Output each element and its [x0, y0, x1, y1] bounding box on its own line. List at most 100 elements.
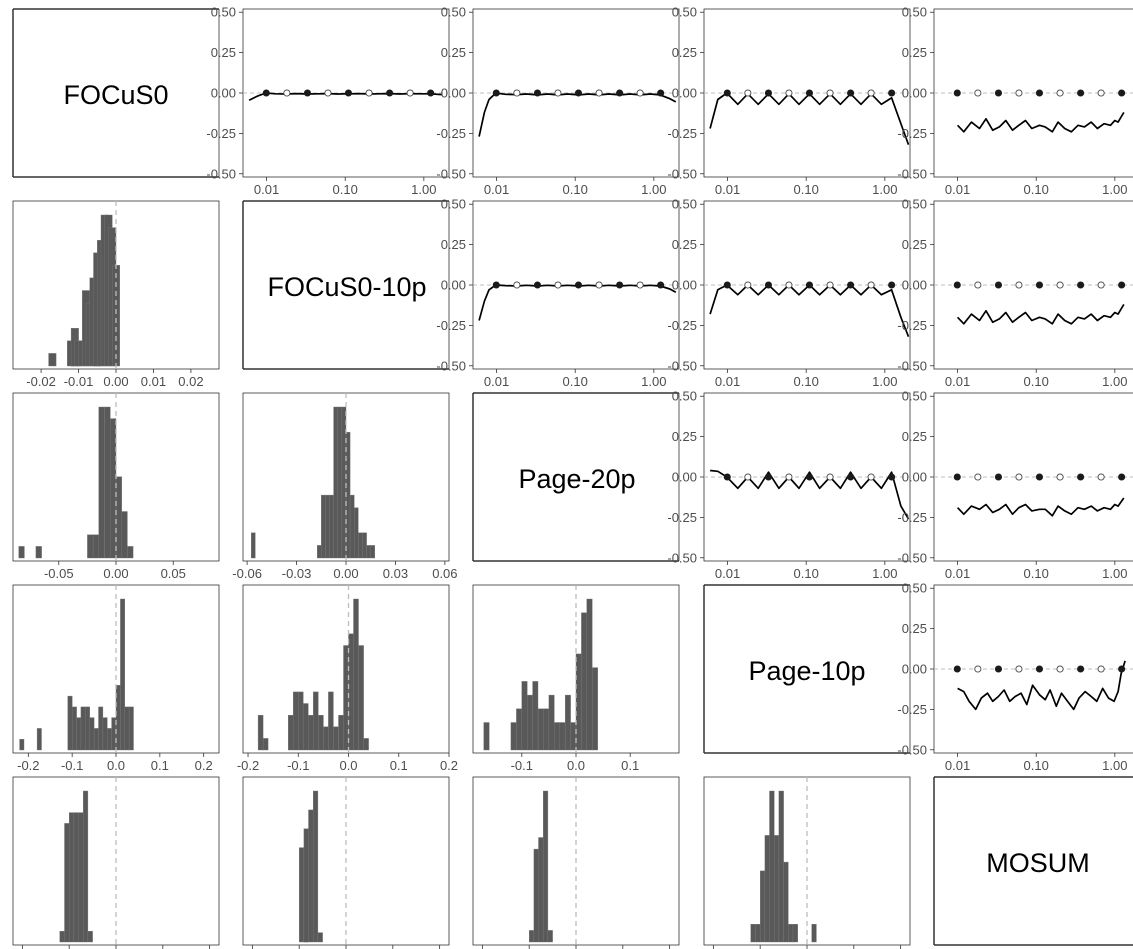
y-tick-label: -0.50: [897, 358, 927, 373]
histogram-bar: [71, 706, 77, 751]
filled-marker: [574, 281, 583, 289]
filled-marker: [492, 281, 500, 289]
y-tick-label: 0.25: [211, 45, 236, 60]
open-marker: [867, 473, 875, 481]
open-marker: [974, 665, 982, 673]
histogram-bar: [521, 681, 528, 751]
open-marker: [365, 89, 373, 97]
histogram-panel-r3c2: -0.06 -0.03 0.00 0.03 0.06: [232, 392, 458, 581]
histogram-bar: [112, 265, 121, 367]
series-line: [956, 303, 1125, 325]
y-tick-label: 0.50: [211, 5, 236, 20]
scatter-panel-r1c2: 0.50 0.25 0.00 -0.25 -0.50 0.01 0.10 1.00: [206, 5, 450, 197]
histogram-bar: [565, 694, 571, 751]
histogram-bar: [98, 406, 105, 559]
y-tick-label: 0.25: [902, 429, 927, 444]
x-tick-label: -0.1: [61, 758, 83, 773]
histogram-bar: [102, 717, 108, 751]
filled-marker: [723, 473, 731, 481]
filled-marker: [723, 281, 731, 289]
x-tick-label: 0.01: [254, 182, 279, 197]
open-marker: [744, 89, 752, 97]
filled-marker: [616, 281, 624, 289]
y-tick-label: 0.00: [902, 278, 927, 293]
histogram-bar: [343, 645, 349, 751]
filled-marker: [805, 89, 814, 97]
x-tick-label: 0.10: [794, 182, 819, 197]
x-tick-label: 1.00: [872, 374, 897, 389]
x-tick-label: -0.2: [237, 758, 259, 773]
y-tick-label: 0.25: [441, 237, 466, 252]
filled-marker: [303, 89, 312, 97]
histogram-bar: [532, 681, 539, 751]
histogram-bar: [82, 790, 89, 943]
histogram-bar: [321, 494, 326, 559]
histogram-bar: [792, 924, 798, 943]
open-marker: [595, 281, 603, 289]
histogram-bar: [317, 545, 322, 559]
histogram-bar: [313, 790, 319, 943]
y-tick-label: 0.00: [672, 470, 697, 485]
filled-marker: [1035, 665, 1044, 673]
y-tick-label: -0.50: [897, 166, 927, 181]
series-line: [957, 660, 1126, 711]
filled-marker: [805, 473, 814, 481]
histogram-bar: [349, 494, 355, 559]
x-tick-label: 1.00: [1102, 758, 1127, 773]
histogram-bar: [92, 534, 99, 559]
histogram-panel-r4c3: -0.1 0.0 0.1: [472, 584, 680, 773]
histogram-bar: [48, 353, 57, 367]
scatter-panel-r3c5: 0.50 0.25 0.00 -0.25 -0.50 0.01 0.10 1.00: [897, 389, 1133, 581]
y-tick-label: 0.25: [902, 621, 927, 636]
y-tick-label: -0.25: [667, 510, 697, 525]
open-marker: [283, 89, 291, 97]
histogram-bar: [581, 612, 588, 751]
series-line: [710, 469, 910, 520]
diag-panel-4: [703, 584, 911, 754]
x-tick-label: 0.2: [195, 758, 213, 773]
x-tick-label: 0.01: [484, 374, 509, 389]
scatter-panel-r2c5: 0.50 0.25 0.00 -0.25 -0.50 0.01 0.10 1.00: [897, 197, 1133, 389]
histogram-bar: [769, 790, 775, 943]
filled-marker: [1118, 473, 1126, 481]
filled-marker: [1118, 665, 1126, 673]
scatter-panel-r1c3: 0.50 0.25 0.00 -0.25 -0.50 0.01 0.10 1.00: [436, 5, 680, 197]
y-tick-label: -0.50: [206, 166, 236, 181]
y-tick-label: 0.00: [441, 86, 466, 101]
y-tick-label: 0.50: [672, 5, 697, 20]
filled-marker: [953, 281, 961, 289]
y-tick-label: -0.25: [897, 126, 927, 141]
histogram-bar: [323, 726, 329, 751]
histogram-bar: [36, 728, 42, 751]
filled-marker: [533, 281, 542, 289]
filled-marker: [1077, 89, 1085, 97]
open-marker: [785, 89, 793, 97]
y-tick-label: 0.25: [672, 237, 697, 252]
x-tick-label: 1.00: [411, 182, 436, 197]
histogram-bar: [333, 726, 339, 751]
x-tick-label: 0.00: [333, 566, 358, 581]
histogram-bar: [288, 715, 294, 751]
filled-marker: [1118, 89, 1126, 97]
x-tick-label: 0.10: [333, 182, 358, 197]
y-tick-label: 0.00: [672, 86, 697, 101]
y-tick-label: -0.50: [667, 358, 697, 373]
filled-marker: [657, 89, 665, 97]
y-tick-label: 0.50: [902, 5, 927, 20]
filled-marker: [616, 89, 624, 97]
y-tick-label: 0.50: [902, 197, 927, 212]
filled-marker: [805, 281, 814, 289]
histogram-bar: [76, 717, 82, 751]
histogram-bar: [78, 812, 84, 943]
open-marker: [826, 281, 834, 289]
x-tick-label: 0.01: [945, 758, 970, 773]
scatter-panel-r1c4: 0.50 0.25 0.00 -0.25 -0.50 0.01 0.10 1.00: [667, 5, 911, 197]
open-marker: [1056, 665, 1064, 673]
y-tick-label: 0.00: [441, 278, 466, 293]
x-tick-label: 0.01: [945, 566, 970, 581]
filled-marker: [492, 89, 500, 97]
filled-marker: [847, 473, 855, 481]
y-tick-label: -0.50: [436, 358, 466, 373]
open-marker: [974, 473, 982, 481]
x-tick-label: 0.10: [1024, 566, 1049, 581]
